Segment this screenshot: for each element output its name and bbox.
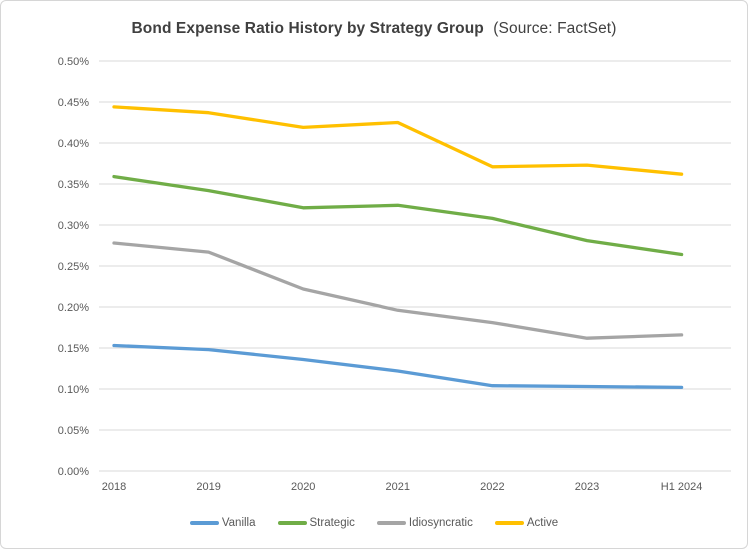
x-tick-label: 2021 bbox=[386, 481, 410, 493]
y-tick-label: 0.20% bbox=[58, 302, 89, 314]
chart-legend: Vanilla Strategic Idiosyncratic Active bbox=[1, 512, 747, 534]
legend-swatch-vanilla bbox=[189, 521, 219, 525]
x-tick-label: 2020 bbox=[291, 481, 315, 493]
legend-swatch-strategic bbox=[277, 521, 307, 525]
y-tick-label: 0.50% bbox=[58, 56, 89, 68]
series-line-strategic bbox=[112, 174, 684, 257]
legend-item-strategic: Strategic bbox=[277, 517, 355, 529]
series-line-vanilla bbox=[112, 343, 684, 390]
x-tick-label: 2023 bbox=[575, 481, 599, 493]
chart-title-source: (Source: FactSet) bbox=[493, 20, 617, 37]
y-tick-label: 0.25% bbox=[58, 261, 89, 273]
chart-title-main: Bond Expense Ratio History by Strategy G… bbox=[131, 20, 484, 37]
y-tick-label: 0.10% bbox=[58, 384, 89, 396]
chart-title: Bond Expense Ratio History by Strategy G… bbox=[1, 20, 747, 38]
y-tick-label: 0.45% bbox=[58, 97, 89, 109]
legend-label: Strategic bbox=[309, 517, 355, 529]
y-tick-label: 0.00% bbox=[58, 466, 89, 478]
legend-item-idiosyncratic: Idiosyncratic bbox=[376, 517, 473, 529]
x-tick-label: H1 2024 bbox=[661, 481, 703, 493]
legend-item-active: Active bbox=[494, 517, 559, 529]
y-tick-label: 0.15% bbox=[58, 343, 89, 355]
y-tick-label: 0.05% bbox=[58, 425, 89, 437]
legend-swatch-active bbox=[494, 521, 524, 525]
legend-swatch-idiosyncratic bbox=[376, 521, 406, 525]
y-tick-label: 0.30% bbox=[58, 220, 89, 232]
series-line-active bbox=[112, 105, 684, 176]
y-tick-label: 0.35% bbox=[58, 179, 89, 191]
x-tick-label: 2022 bbox=[480, 481, 504, 493]
legend-label: Active bbox=[526, 517, 559, 529]
x-tick-label: 2019 bbox=[196, 481, 220, 493]
legend-label: Vanilla bbox=[221, 517, 256, 529]
series-line-idiosyncratic bbox=[112, 241, 684, 340]
x-tick-label: 2018 bbox=[102, 481, 126, 493]
legend-item-vanilla: Vanilla bbox=[189, 517, 256, 529]
legend-label: Idiosyncratic bbox=[408, 517, 473, 529]
y-tick-label: 0.40% bbox=[58, 138, 89, 150]
